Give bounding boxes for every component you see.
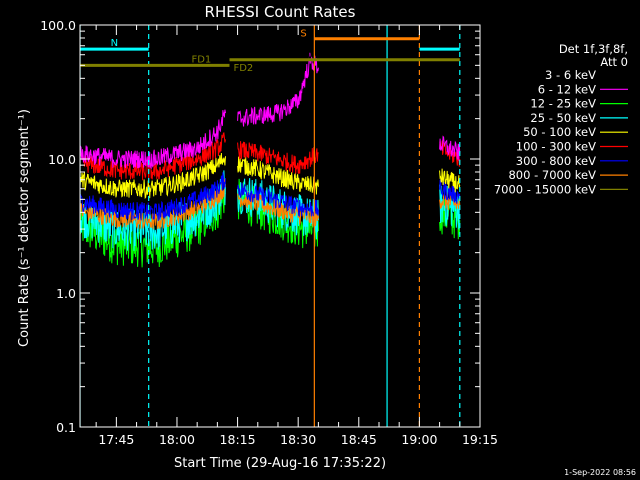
flag-label-3: S [300,29,306,40]
x-tick-label-6: 19:15 [462,432,498,447]
series-line-1-seg-0 [80,109,226,170]
series-line-6-seg-2 [439,179,461,204]
y-tick-label-3: 100.0 [40,18,76,33]
legend-label-8: 7000 - 15000 keV [494,182,596,196]
legend-label-5: 100 - 300 keV [516,140,596,154]
x-tick-label-3: 18:30 [280,432,316,447]
series-line-4-seg-1 [237,156,319,195]
x-tick-label-2: 18:15 [220,432,256,447]
x-tick-label-0: 17:45 [98,432,134,447]
series-line-1-seg-2 [439,135,461,161]
legend-label-3: 25 - 50 keV [530,111,596,125]
y-axis-label: Count Rate (s⁻¹ detector segment⁻¹) [17,109,32,347]
series-line-5-seg-1 [237,141,319,175]
axes: 0.1 1.0 10.0 100.0 17:45 18:00 18:15 18:30 18:45… [40,18,498,447]
series-line-7-seg-2 [439,192,461,211]
legend-header-detectors: Det 1f,3f,8f, [559,42,628,56]
plot-frame [79,24,481,428]
flag-label-1: FD1 [191,54,211,65]
chart-title: RHESSI Count Rates [205,3,356,21]
series-line-5-seg-2 [439,139,461,167]
legend-label-6: 300 - 800 keV [516,154,596,168]
series-line-3-seg-1 [237,178,319,240]
series-line-3-seg-0 [80,170,226,251]
series-line-4-seg-0 [80,152,226,200]
series-line-0-seg-1 [229,38,319,97]
flag-label-0: N [111,38,118,49]
x-axis-label: Start Time (29-Aug-16 17:35:22) [174,456,386,471]
y-tick-label-1: 1.0 [56,286,76,301]
series-line-1-seg-1 [237,52,319,127]
x-tick-label-1: 18:00 [159,432,195,447]
y-tick-label-0: 0.1 [56,420,76,435]
plot-clip-group: N FD1 FD2 S [80,25,461,427]
legend-label-4: 50 - 100 keV [523,125,596,139]
plot-area: N FD1 FD2 S [80,25,461,427]
series-line-4-seg-2 [439,168,461,193]
series-line-6-seg-0 [80,172,226,221]
y-tick-label-2: 10.0 [48,152,76,167]
x-tick-label-4: 18:45 [341,432,377,447]
x-tick-label-5: 19:00 [401,432,437,447]
series-line-0-seg-3 [439,109,461,134]
legend-label-0: 3 - 6 keV [545,68,596,82]
series-line-0-seg-0 [80,81,226,137]
series-line-6-seg-1 [237,182,319,218]
series-line-5-seg-0 [80,132,226,181]
legend-header-attenuator: Att 0 [600,55,628,69]
footer-timestamp: 1-Sep-2022 08:56 [564,468,636,477]
legend-label-1: 6 - 12 keV [538,82,596,96]
flag-label-2: FD2 [233,63,253,74]
series-line-0-seg-2 [330,130,340,149]
legend-label-2: 12 - 25 keV [530,97,596,111]
legend-label-7: 800 - 7000 keV [508,168,596,182]
